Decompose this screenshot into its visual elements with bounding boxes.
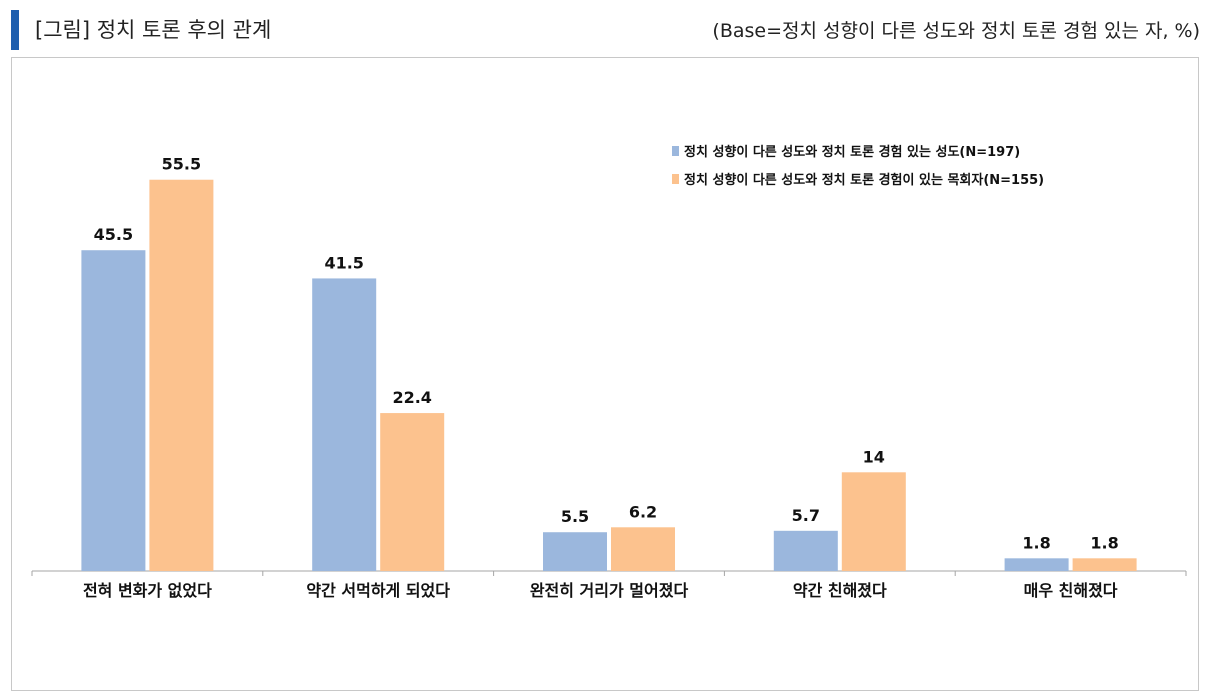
- value-label-series-1-2: 41.5: [324, 253, 363, 272]
- legend-swatch-series-1: [672, 146, 679, 156]
- legend-label-series-1: 정치 성향이 다른 성도와 정치 토론 경험 있는 성도(N=197): [684, 144, 1020, 160]
- bars: [81, 179, 1137, 571]
- legend: 정치 성향이 다른 성도와 정치 토론 경험 있는 성도(N=197) 정치 성…: [672, 144, 1044, 188]
- value-label-series-1-5: 1.8: [1022, 533, 1050, 552]
- bar-series-2-4: [841, 472, 906, 571]
- category-label-4: 약간 친해졌다: [793, 581, 887, 600]
- value-label-series-2-3: 6.2: [629, 502, 657, 521]
- bar-series-2-1: [149, 179, 214, 571]
- x-axis-ticks: [31, 571, 1187, 576]
- title-accent-bar: [11, 10, 19, 50]
- category-label-1: 전혀 변화가 없었다: [83, 581, 212, 600]
- legend-swatch-series-2: [672, 174, 679, 184]
- base-note: (Base=정치 성향이 다른 성도와 정치 토론 경험 있는 자, %): [712, 20, 1200, 42]
- value-label-series-2-1: 55.5: [162, 155, 201, 174]
- value-label-series-2-4: 14: [863, 447, 885, 466]
- value-labels: 45.5 55.5 41.5 22.4 5.5 6.2 5.7 14 1.8 1.8: [94, 155, 1119, 553]
- bar-series-1-5: [1004, 558, 1069, 571]
- value-label-series-1-1: 45.5: [94, 225, 133, 244]
- category-labels: 전혀 변화가 없었다 약간 서먹하게 되었다 완전히 거리가 멀어졌다 약간 친해졌다…: [83, 581, 1118, 600]
- legend-label-series-2: 정치 성향이 다른 성도와 정치 토론 경험이 있는 목회자(N=155): [684, 172, 1044, 188]
- bar-series-2-5: [1072, 558, 1137, 571]
- bar-series-1-3: [543, 532, 607, 571]
- bar-series-1-4: [773, 530, 838, 571]
- value-label-series-1-4: 5.7: [792, 506, 820, 525]
- figure-header: [그림] 정치 토론 후의 관계 (Base=정치 성향이 다른 성도와 정치 …: [0, 0, 1212, 52]
- bar-series-2-3: [611, 527, 675, 571]
- value-label-series-1-3: 5.5: [561, 507, 589, 526]
- category-label-2: 약간 서먹하게 되었다: [306, 581, 450, 600]
- bar-series-1-2: [312, 278, 377, 571]
- category-label-3: 완전히 거리가 멀어졌다: [530, 581, 689, 600]
- figure-title: [그림] 정치 토론 후의 관계: [35, 18, 272, 42]
- bar-series-2-2: [380, 413, 445, 571]
- chart-frame: [11, 57, 1199, 691]
- bar-series-1-1: [81, 250, 146, 571]
- category-label-5: 매우 친해졌다: [1024, 581, 1118, 600]
- value-label-series-2-5: 1.8: [1090, 533, 1118, 552]
- value-label-series-2-2: 22.4: [392, 388, 431, 407]
